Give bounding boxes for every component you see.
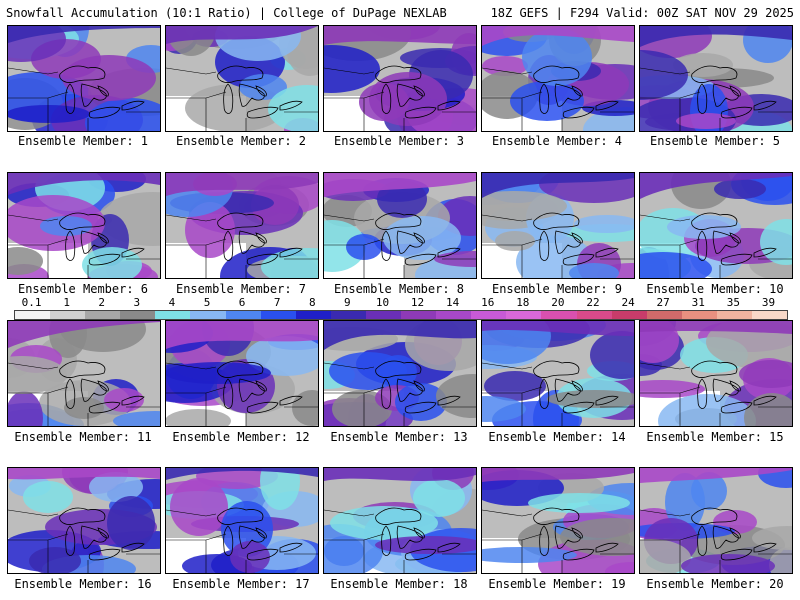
ensemble-member-label: Ensemble Member: 2 <box>175 134 307 148</box>
colorbar-tick-label: 10 <box>375 296 390 309</box>
colorbar-tick-label: 39 <box>761 296 776 309</box>
ensemble-member-map <box>7 320 161 427</box>
ensemble-member-label: Ensemble Member: 13 <box>330 430 468 444</box>
colorbar-swatch <box>506 311 542 319</box>
colorbar-swatch <box>401 311 437 319</box>
colorbar-tick-label: 4 <box>168 296 176 309</box>
colorbar-tick-label: 3 <box>133 296 141 309</box>
colorbar-swatch <box>611 311 647 319</box>
ensemble-member-label: Ensemble Member: 10 <box>646 282 784 296</box>
colorbar-swatch <box>541 311 577 319</box>
colorbar-swatch <box>260 311 296 319</box>
colorbar-swatch <box>365 311 402 319</box>
colorbar-tick-label: 5 <box>203 296 211 309</box>
colorbar-swatch <box>471 311 507 319</box>
colorbar-swatch <box>751 311 788 319</box>
colorbar-swatch <box>15 311 51 319</box>
colorbar-tick-label: 35 <box>726 296 740 309</box>
ensemble-member-map <box>639 172 793 279</box>
ensemble-member-label: Ensemble Member: 4 <box>491 134 623 148</box>
colorbar-tick-label: 14 <box>446 296 460 309</box>
ensemble-member-map <box>481 25 635 132</box>
ensemble-member-map <box>165 467 319 574</box>
ensemble-member-label: Ensemble Member: 18 <box>330 577 468 591</box>
ensemble-member-label: Ensemble Member: 7 <box>175 282 307 296</box>
colorbar-swatch <box>190 311 226 319</box>
colorbar-swatch <box>295 311 331 319</box>
colorbar-tick-label: 31 <box>691 296 705 309</box>
ensemble-member-label: Ensemble Member: 19 <box>488 577 626 591</box>
ensemble-member-label: Ensemble Member: 5 <box>649 134 781 148</box>
ensemble-member-label: Ensemble Member: 8 <box>333 282 465 296</box>
ensemble-member-map <box>323 467 477 574</box>
colorbar-swatch <box>330 311 366 319</box>
ensemble-member-map <box>323 320 477 427</box>
colorbar-swatch <box>576 311 612 319</box>
ensemble-member-label: Ensemble Member: 11 <box>14 430 152 444</box>
colorbar-swatch <box>85 311 121 319</box>
ensemble-member-map <box>639 320 793 427</box>
ensemble-member-label: Ensemble Member: 15 <box>646 430 784 444</box>
colorbar-tick-label: 7 <box>273 296 281 309</box>
colorbar-swatch <box>646 311 682 319</box>
colorbar-tick-label: 2 <box>98 296 106 309</box>
ensemble-member-map <box>481 172 635 279</box>
ensemble-member-map <box>639 25 793 132</box>
colorbar-tick-label: 8 <box>308 296 316 309</box>
colorbar-swatch <box>225 311 261 319</box>
ensemble-member-map <box>481 320 635 427</box>
colorbar-tick-label: 12 <box>410 296 425 309</box>
ensemble-member-label: Ensemble Member: 20 <box>646 577 784 591</box>
ensemble-member-map <box>7 25 161 132</box>
colorbar-tick-label: 0.1 <box>21 296 42 309</box>
ensemble-member-map <box>323 172 477 279</box>
colorbar-tick-label: 6 <box>238 296 246 309</box>
ensemble-member-label: Ensemble Member: 3 <box>333 134 465 148</box>
colorbar-swatch <box>681 311 717 319</box>
map-title: Snowfall Accumulation (10:1 Ratio) | Col… <box>6 6 447 20</box>
ensemble-member-map <box>7 172 161 279</box>
colorbar-swatch <box>716 311 752 319</box>
ensemble-member-label: Ensemble Member: 12 <box>172 430 310 444</box>
colorbar-swatch <box>50 311 86 319</box>
colorbar-tick-label: 27 <box>656 296 670 309</box>
ensemble-member-map <box>165 25 319 132</box>
colorbar-tick-label: 18 <box>516 296 530 309</box>
colorbar-swatch <box>155 311 191 319</box>
colorbar-tick-label: 9 <box>344 296 351 309</box>
colorbar-tick-label: 1 <box>63 296 70 309</box>
ensemble-member-map <box>323 25 477 132</box>
ensemble-member-label: Ensemble Member: 6 <box>17 282 149 296</box>
colorbar-swatch <box>436 311 472 319</box>
colorbar-tick-label: 16 <box>481 296 495 309</box>
colorbar-tick-label: 20 <box>551 296 565 309</box>
model-valid-time: 18Z GEFS | F294 Valid: 00Z SAT NOV 29 20… <box>490 6 794 20</box>
colorbar-tick-label: 24 <box>621 296 635 309</box>
ensemble-member-label: Ensemble Member: 17 <box>172 577 310 591</box>
ensemble-member-map <box>165 320 319 427</box>
ensemble-member-label: Ensemble Member: 14 <box>488 430 626 444</box>
snowfall-colorbar <box>14 310 788 320</box>
ensemble-member-map <box>639 467 793 574</box>
ensemble-member-label: Ensemble Member: 1 <box>17 134 149 148</box>
colorbar-tick-labels: 0.1 1 2 3 4 5 6 7 8 9 10 12 14 16 18 20 22 24 27 31 35 39 <box>14 296 786 310</box>
ensemble-member-map <box>481 467 635 574</box>
ensemble-member-map <box>7 467 161 574</box>
ensemble-member-label: Ensemble Member: 9 <box>491 282 623 296</box>
ensemble-member-label: Ensemble Member: 16 <box>14 577 152 591</box>
ensemble-member-map <box>165 172 319 279</box>
colorbar-tick-label: 22 <box>586 296 600 309</box>
colorbar-swatch <box>120 311 156 319</box>
